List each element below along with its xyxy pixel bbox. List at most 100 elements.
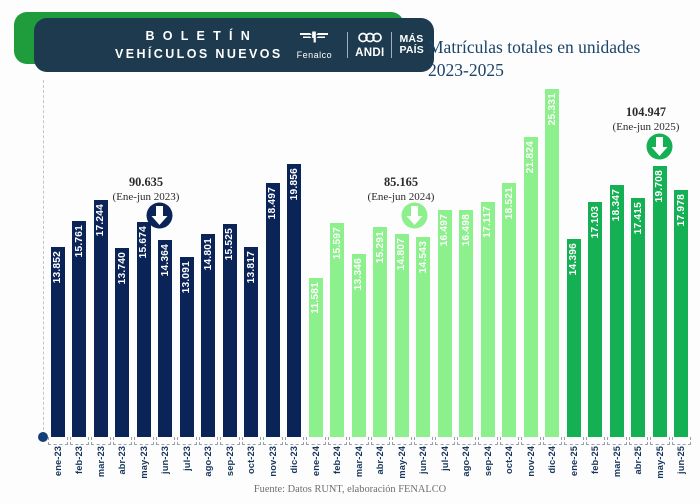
bar-abr-24[interactable]: 15.291 — [373, 227, 388, 437]
bar-value-label: 13.852 — [52, 251, 64, 284]
fenalco-wings-icon — [299, 30, 329, 49]
bar-value-label: 15.674 — [138, 226, 150, 259]
bar-value-label: 19.856 — [288, 168, 300, 201]
bar-oct-24[interactable]: 18.521 — [502, 183, 517, 437]
down-arrow-icon — [146, 202, 173, 229]
bar-slot: 13.740 — [112, 80, 134, 437]
bar-value-label: 16.498 — [460, 214, 472, 247]
bar-slot: 11.581 — [305, 80, 327, 437]
bar-slot: 18.521 — [499, 80, 521, 437]
bar-slot: 18.347 — [606, 80, 628, 437]
axis-label-abr-23: abr-23 — [117, 446, 128, 475]
x-axis-tick — [435, 437, 455, 445]
axis-label-jul-23: jul-23 — [181, 446, 192, 471]
x-axis-tick — [564, 437, 584, 445]
bar-oct-23[interactable]: 13.817 — [244, 247, 259, 437]
header-banner: B O L E T Í N VEHÍCULOS NUEVOS Fenalco — [14, 12, 434, 74]
bar-may-24[interactable]: 14.807 — [394, 234, 409, 437]
semester-period-label: (Ene-jun 2024) — [367, 190, 435, 203]
axis-label-abr-24: abr-24 — [375, 446, 386, 475]
bar-may-23[interactable]: 15.674 — [136, 222, 151, 437]
bar-value-label: 18.497 — [267, 187, 279, 220]
x-axis-tick — [177, 437, 197, 445]
chart-plot-area: 13.852 15.761 17.244 13.740 15.674 14.364 13.0… — [0, 80, 700, 442]
bar-jul-23[interactable]: 13.091 — [179, 257, 194, 437]
semester-period-label: (Ene-jun 2023) — [112, 190, 180, 203]
bar-sep-24[interactable]: 17.117 — [480, 202, 495, 437]
bar-value-label: 13.817 — [245, 251, 257, 284]
bar-slot: 19.856 — [284, 80, 306, 437]
bar-value-label: 15.597 — [331, 227, 343, 260]
bar-mar-25[interactable]: 18.347 — [609, 185, 624, 437]
bar-ago-23[interactable]: 14.801 — [201, 234, 216, 437]
bar-feb-23[interactable]: 15.761 — [72, 221, 87, 437]
bar-ene-25[interactable]: 14.396 — [566, 239, 581, 437]
bar-value-label: 14.801 — [202, 238, 214, 271]
x-axis-tick — [198, 437, 218, 445]
axis-label-ene-25: ene-25 — [568, 446, 579, 477]
x-axis-tick — [607, 437, 627, 445]
bar-sep-23[interactable]: 15.525 — [222, 224, 237, 437]
axis-label-ago-23: ago-23 — [203, 446, 214, 477]
bar-mar-24[interactable]: 13.346 — [351, 254, 366, 437]
axis-label-sep-24: sep-24 — [482, 446, 493, 477]
bar-value-label: 19.708 — [654, 170, 666, 203]
bar-slot: 21.824 — [520, 80, 542, 437]
bar-slot: 16.497 — [434, 80, 456, 437]
semester-period-label: (Ene-jun 2025) — [612, 120, 680, 133]
bar-abr-23[interactable]: 13.740 — [115, 248, 130, 437]
logo-divider-1 — [347, 32, 349, 58]
bar-value-label: 17.415 — [632, 202, 644, 235]
andi-wordmark: ANDI — [355, 47, 385, 60]
x-axis-tick — [671, 437, 691, 445]
bar-jun-23[interactable]: 14.364 — [158, 240, 173, 437]
x-axis-tick — [456, 437, 476, 445]
bar-dic-23[interactable]: 19.856 — [287, 164, 302, 437]
axis-label-jun-23: jun-23 — [160, 446, 171, 474]
bar-slot: 15.597 — [327, 80, 349, 437]
axis-label-feb-24: feb-24 — [332, 446, 343, 474]
axis-label-may-23: may-23 — [138, 446, 149, 479]
bar-value-label: 14.807 — [396, 238, 408, 271]
bar-feb-24[interactable]: 15.597 — [330, 223, 345, 437]
bar-dic-24[interactable]: 25.331 — [545, 89, 560, 437]
bar-ene-23[interactable]: 13.852 — [50, 247, 65, 437]
x-axis-tick — [542, 437, 562, 445]
x-axis-tick — [112, 437, 132, 445]
semester-total-annotation: 85.165 (Ene-jun 2024) — [355, 175, 447, 204]
x-axis-tick — [521, 437, 541, 445]
x-axis-ticks — [47, 437, 692, 445]
bar-value-label: 13.740 — [116, 252, 128, 285]
bar-value-label: 13.091 — [181, 261, 193, 294]
semester-total-value: 90.635 — [128, 175, 164, 189]
x-axis-tick — [413, 437, 433, 445]
x-axis-tick — [327, 437, 347, 445]
bar-mar-23[interactable]: 17.244 — [93, 200, 108, 437]
bar-jun-24[interactable]: 14.543 — [416, 237, 431, 437]
x-axis-tick — [284, 437, 304, 445]
x-axis-tick — [370, 437, 390, 445]
bar-abr-25[interactable]: 17.415 — [631, 198, 646, 437]
axis-label-feb-25: feb-25 — [590, 446, 601, 474]
x-axis-tick — [585, 437, 605, 445]
bar-value-label: 18.521 — [503, 187, 515, 220]
source-note: Fuente: Datos RUNT, elaboración FENALCO — [253, 484, 447, 495]
bar-ago-24[interactable]: 16.498 — [459, 210, 474, 437]
bar-nov-23[interactable]: 18.497 — [265, 183, 280, 437]
bar-slot: 13.852 — [47, 80, 69, 437]
x-axis-tick — [306, 437, 326, 445]
x-axis-tick — [241, 437, 261, 445]
bar-nov-24[interactable]: 21.824 — [523, 137, 538, 437]
bar-may-25[interactable]: 19.708 — [652, 166, 667, 437]
bar-slot: 15.761 — [69, 80, 91, 437]
x-axis-tick — [69, 437, 89, 445]
axis-label-ago-24: ago-24 — [461, 446, 472, 477]
bar-ene-24[interactable]: 11.581 — [308, 278, 323, 437]
banner-panel: B O L E T Í N VEHÍCULOS NUEVOS Fenalco — [34, 18, 434, 72]
bar-feb-25[interactable]: 17.103 — [588, 202, 603, 437]
bar-jun-25[interactable]: 17.978 — [674, 190, 689, 437]
bar-jul-24[interactable]: 16.497 — [437, 210, 452, 437]
bar-value-label: 17.244 — [95, 204, 107, 237]
bar-slot: 19.708 — [649, 80, 671, 437]
bar-slot: 13.091 — [176, 80, 198, 437]
